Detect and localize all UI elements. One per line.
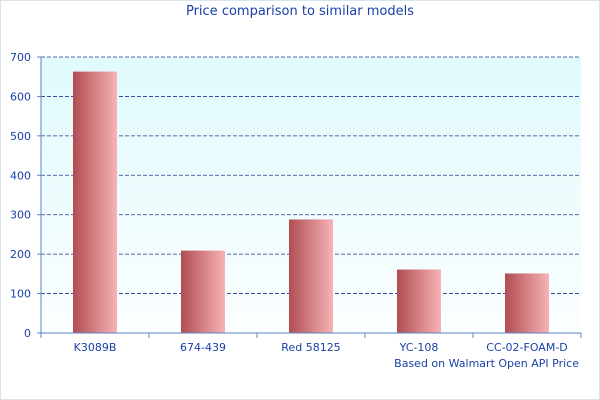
bar [397,269,441,333]
x-axis-ticks: K3089B 674-439 Red 58125 YC-108 CC-02-FOAM-D [40,333,582,354]
y-tick-label: 300 [10,209,31,222]
x-tick-label: CC-02-FOAM-D [486,341,568,354]
bar [289,219,333,333]
bar [505,273,549,333]
y-tick-label: 200 [10,248,31,261]
y-tick-label: 700 [10,51,31,64]
y-tick-label: 600 [10,90,31,103]
axes [40,57,581,334]
data-source-note: Based on Walmart Open API Price [394,357,579,370]
bar [181,250,225,333]
x-tick-label: 674-439 [180,341,226,354]
y-tick-label: 400 [10,169,31,182]
bar [73,71,117,334]
x-tick-label: K3089B [74,341,117,354]
x-tick-label: YC-108 [399,341,439,354]
y-tick-label: 0 [24,327,31,340]
chart-title: Price comparison to similar models [185,4,415,19]
y-axis-ticks: 0 100 200 300 400 500 600 700 [10,51,41,340]
bars [73,71,549,334]
x-tick-label: Red 58125 [281,341,340,354]
y-tick-label: 100 [10,288,31,301]
gridlines [41,56,581,294]
y-tick-label: 500 [10,130,31,143]
